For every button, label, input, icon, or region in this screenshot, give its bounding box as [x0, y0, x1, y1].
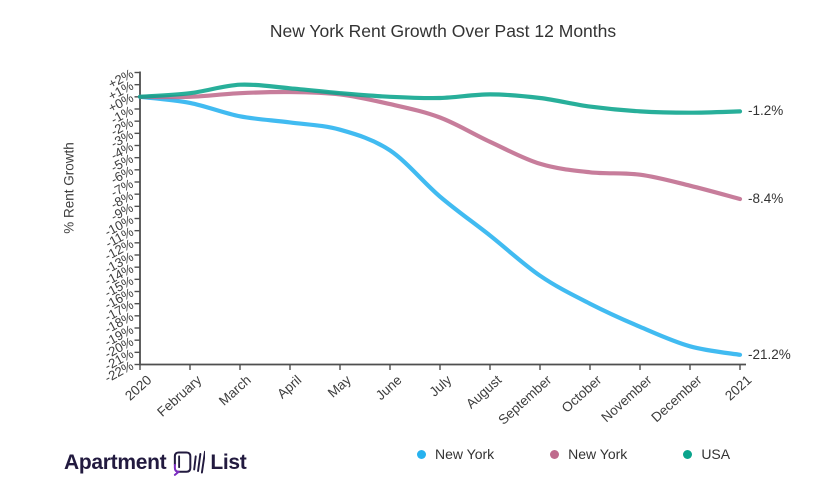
brand-logo: Apartment List	[64, 448, 247, 477]
brand-word-list: List	[210, 450, 247, 474]
series-end-label: -8.4%	[748, 191, 784, 206]
series-end-label: -1.2%	[748, 103, 784, 119]
brand-word-apartment: Apartment	[64, 450, 167, 474]
legend-item: USA	[683, 446, 730, 462]
legend-swatch-icon	[417, 449, 426, 459]
legend-label: USA	[701, 446, 731, 462]
series-end-label: -21.2%	[748, 346, 791, 362]
legend-swatch-icon	[683, 449, 693, 459]
legend-label: New York	[568, 446, 628, 462]
legend-item: New York	[550, 446, 627, 462]
legend-label: New York	[435, 446, 495, 462]
apartment-list-logo-icon	[174, 450, 206, 476]
legend-item: New York	[417, 446, 494, 462]
legend-swatch-icon	[550, 449, 560, 459]
chart-title: New York Rent Growth Over Past 12 Months	[269, 21, 617, 41]
chart-legend: New York New York USA	[417, 446, 730, 462]
